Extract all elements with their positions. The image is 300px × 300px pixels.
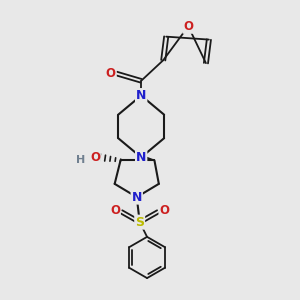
Text: O: O xyxy=(110,204,120,217)
Text: O: O xyxy=(106,67,116,80)
Text: S: S xyxy=(135,216,144,229)
Text: H: H xyxy=(76,155,86,165)
Text: N: N xyxy=(132,190,142,204)
Text: O: O xyxy=(90,151,100,164)
Text: N: N xyxy=(136,151,146,164)
Text: O: O xyxy=(183,20,193,33)
Text: O: O xyxy=(159,204,170,217)
Text: N: N xyxy=(136,89,146,102)
Polygon shape xyxy=(141,155,154,160)
